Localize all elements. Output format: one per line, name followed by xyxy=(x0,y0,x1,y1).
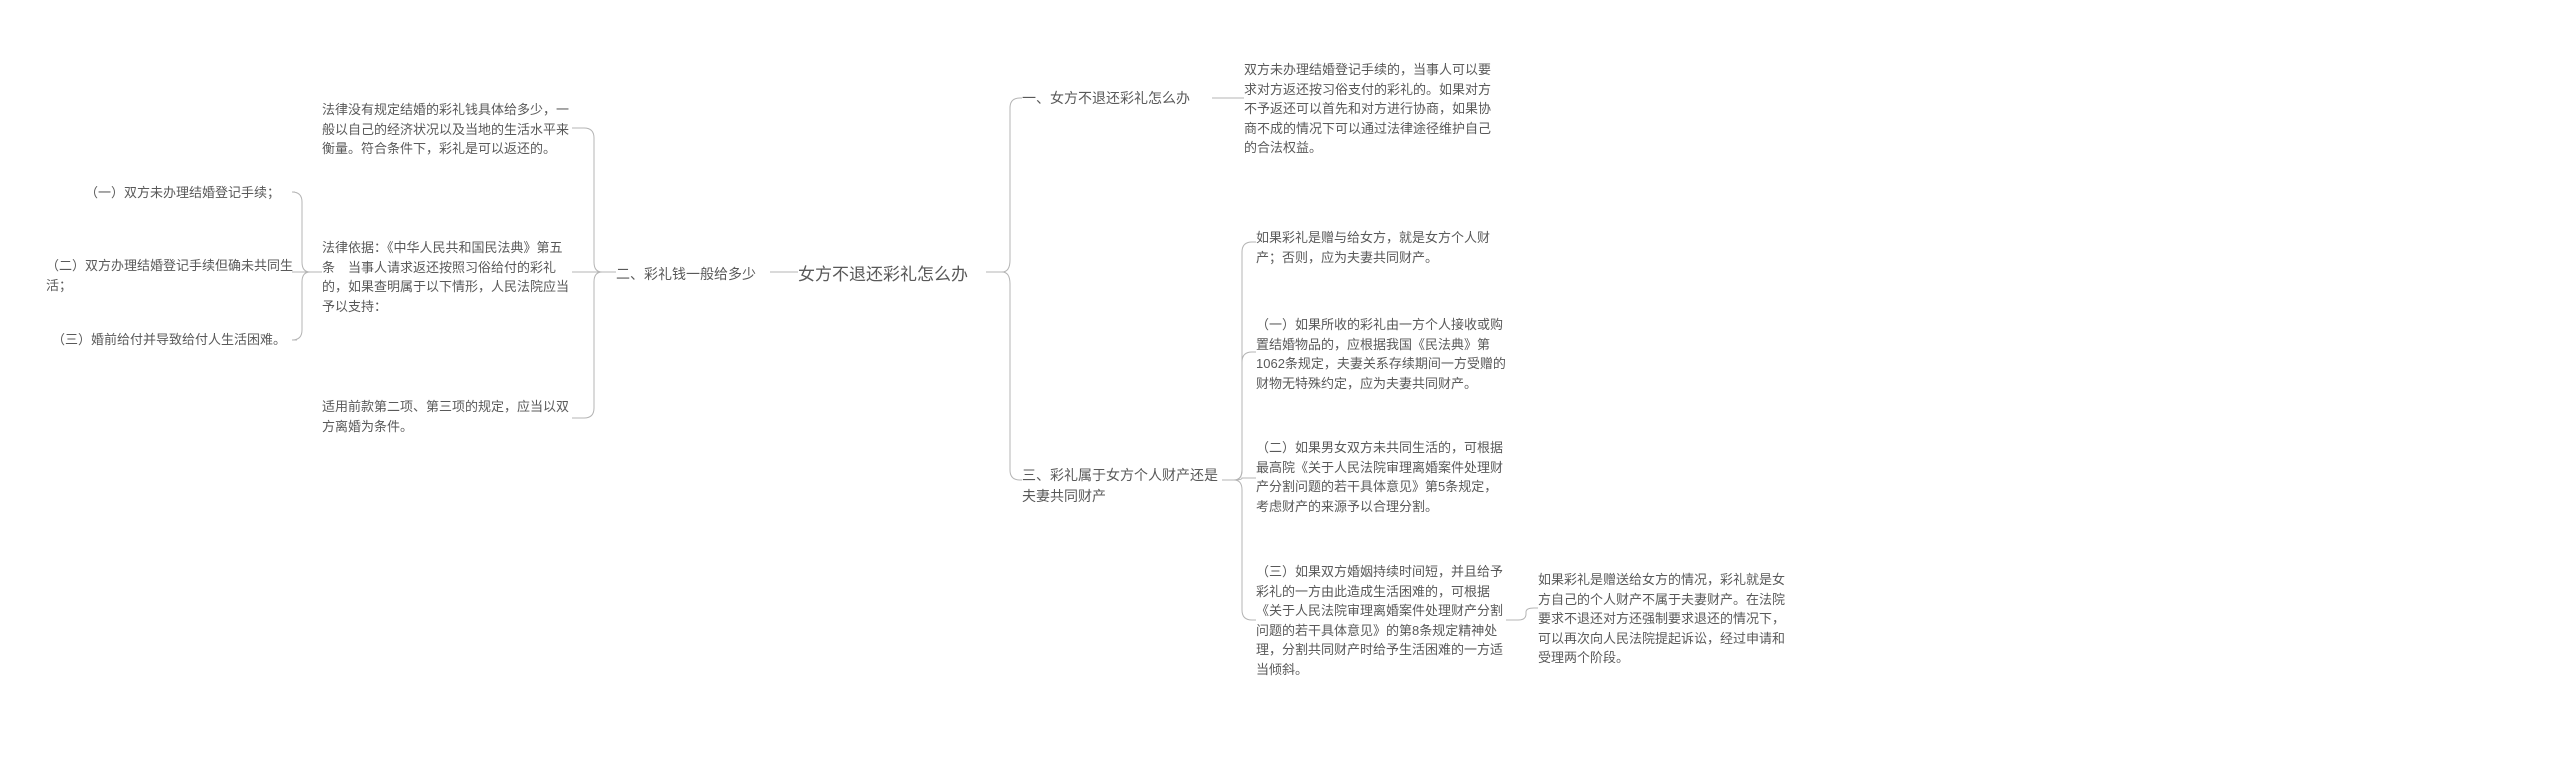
branch-2-child-2: 法律依据：《中华人民共和国民法典》第五条 当事人请求返还按照习俗给付的彩礼的，如… xyxy=(322,238,572,316)
branch-2-child-2-sub-1: （一）双方未办理结婚登记手续； xyxy=(85,183,295,203)
branch-1-title: 一、女方不退还彩礼怎么办 xyxy=(1022,88,1212,109)
branch-3-child-3: （二）如果男女双方未共同生活的，可根据最高院《关于人民法院审理离婚案件处理财产分… xyxy=(1256,438,1506,516)
branch-2-title: 二、彩礼钱一般给多少 xyxy=(616,264,771,285)
branch-2-child-3: 适用前款第二项、第三项的规定，应当以双方离婚为条件。 xyxy=(322,397,572,436)
branch-3-child-4: （三）如果双方婚姻持续时间短，并且给予彩礼的一方由此造成生活困难的，可根据《关于… xyxy=(1256,562,1506,679)
root-node: 女方不退还彩礼怎么办 xyxy=(798,262,988,288)
branch-2-child-1: 法律没有规定结婚的彩礼钱具体给多少，一般以自己的经济状况以及当地的生活水平来衡量… xyxy=(322,100,572,159)
branch-1-child-1: 双方未办理结婚登记手续的，当事人可以要求对方返还按习俗支付的彩礼的。如果对方不予… xyxy=(1244,60,1494,158)
branch-2-child-2-sub-3: （三）婚前给付并导致给付人生活困难。 xyxy=(52,330,297,350)
branch-2-child-2-sub-2: （二）双方办理结婚登记手续但确未共同生活； xyxy=(46,256,296,295)
branch-3-child-1: 如果彩礼是赠与给女方，就是女方个人财产；否则，应为夫妻共同财产。 xyxy=(1256,228,1506,267)
branch-3-child-2: （一）如果所收的彩礼由一方个人接收或购置结婚物品的，应根据我国《民法典》第106… xyxy=(1256,315,1506,393)
branch-3-title: 三、彩礼属于女方个人财产还是夫妻共同财产 xyxy=(1022,465,1222,507)
branch-3-child-4-sub: 如果彩礼是赠送给女方的情况，彩礼就是女方自己的个人财产不属于夫妻财产。在法院要求… xyxy=(1538,570,1788,668)
